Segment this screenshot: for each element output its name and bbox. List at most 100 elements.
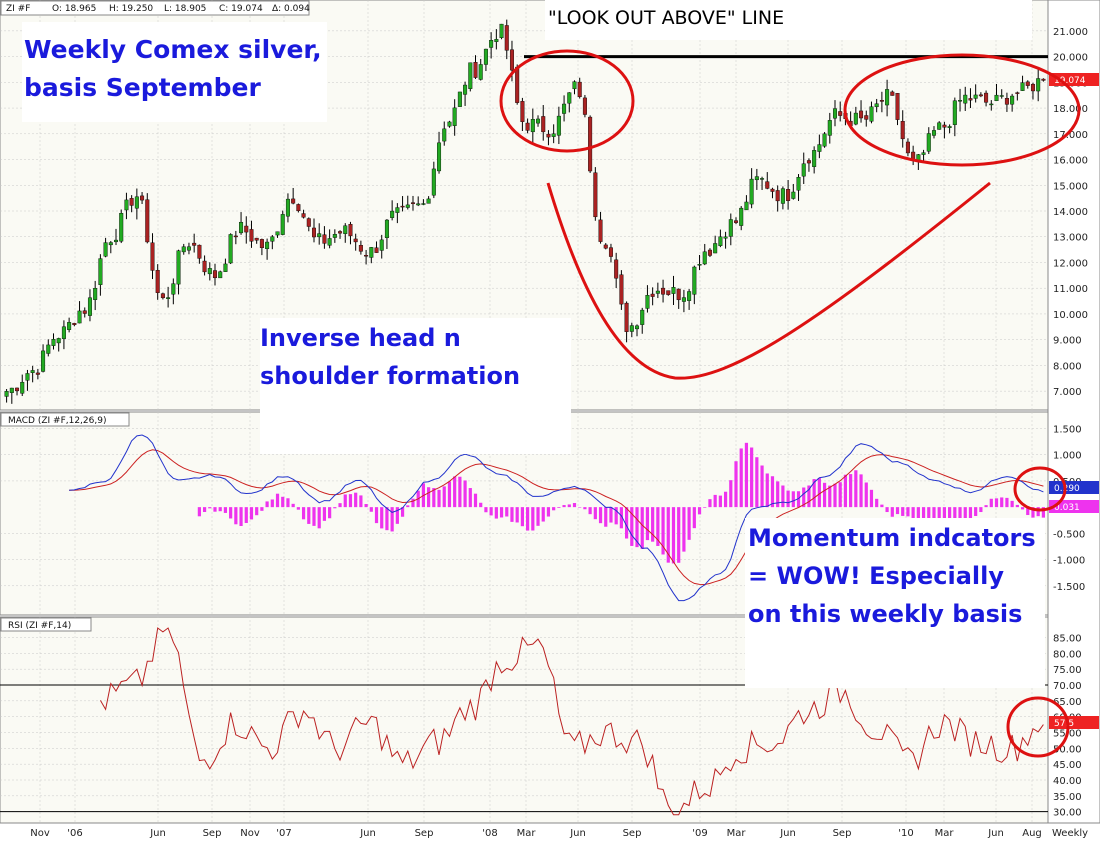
macd-histogram-bar xyxy=(942,507,947,523)
macd-histogram-bar xyxy=(505,507,509,517)
candle-body xyxy=(645,295,650,309)
candle-body xyxy=(832,108,837,119)
candle-body xyxy=(937,122,942,130)
candle-body xyxy=(301,213,306,218)
macd-histogram-bar xyxy=(546,507,551,517)
candle-body xyxy=(525,122,530,131)
candle-body xyxy=(947,126,952,128)
x-tick-label: Jun xyxy=(359,828,376,839)
candle-body xyxy=(671,287,676,294)
macd-histogram-bar xyxy=(291,503,295,508)
ohlc-open: O: 18.965 xyxy=(52,4,96,14)
candle-body xyxy=(390,210,395,218)
candle-body xyxy=(775,190,780,202)
lookout-annotation-box xyxy=(545,0,1032,40)
macd-histogram-bar xyxy=(1005,497,1009,508)
candle-body xyxy=(150,242,155,271)
macd-histogram-bar xyxy=(677,507,681,563)
macd-histogram-bar xyxy=(286,498,290,508)
macd-histogram-bar xyxy=(614,507,618,525)
candle-body xyxy=(338,231,343,234)
macd-histogram-bar xyxy=(583,507,587,510)
candle-body xyxy=(322,234,327,244)
macd-histogram-bar xyxy=(906,507,910,517)
macd-histogram-bar xyxy=(536,507,540,526)
macd-histogram-bar xyxy=(859,474,863,508)
candle-body xyxy=(509,49,514,71)
macd-histogram-bar xyxy=(770,476,775,508)
rsi-tick-label: 35.00 xyxy=(1053,792,1082,803)
candle-body xyxy=(254,237,259,241)
candle-body xyxy=(770,188,775,192)
macd-histogram-bar xyxy=(484,507,488,513)
candle-body xyxy=(478,64,483,80)
candle-body xyxy=(15,387,20,392)
macd-circle xyxy=(1013,466,1067,512)
rsi-tick-label: 50.00 xyxy=(1053,744,1082,755)
candle-body xyxy=(25,373,30,381)
candle-body xyxy=(473,62,478,78)
macd-histogram-bar xyxy=(656,507,660,546)
candle-body xyxy=(369,247,374,258)
candle-body xyxy=(812,150,817,167)
candle-body xyxy=(801,163,806,177)
macd-histogram-bar xyxy=(979,507,983,513)
macd-histogram-bar xyxy=(208,507,212,509)
candle-body xyxy=(681,297,686,302)
candle-body xyxy=(879,100,884,102)
macd-histogram-bar xyxy=(333,507,337,509)
candle-body xyxy=(817,144,822,152)
candle-body xyxy=(202,260,207,273)
macd-histogram-bar xyxy=(239,507,243,527)
candle-body xyxy=(1041,78,1046,81)
momentum-annotation-line3: on this weekly basis xyxy=(748,600,1022,628)
macd-histogram-bar xyxy=(296,507,300,510)
macd-histogram-bar xyxy=(468,488,472,508)
candle-body xyxy=(171,283,176,295)
candle-body xyxy=(213,270,218,279)
macd-histogram-bar xyxy=(1010,500,1014,508)
candle-body xyxy=(744,201,749,211)
price-tick-label: 18.000 xyxy=(1053,104,1088,115)
candle-body xyxy=(353,238,358,243)
ihs-annotation-line2: shoulder formation xyxy=(260,362,520,390)
macd-tag: 0.290 xyxy=(1054,484,1080,494)
candle-body xyxy=(999,95,1004,97)
rsi-tag-bg xyxy=(1049,716,1099,729)
candle-body xyxy=(640,309,645,325)
macd-histogram-bar xyxy=(630,507,634,546)
x-tick-label: '07 xyxy=(276,828,291,839)
candle-body xyxy=(661,287,666,295)
macd-histogram-bar xyxy=(275,493,280,508)
candle-body xyxy=(739,207,744,226)
candle-body xyxy=(416,203,421,206)
candle-body xyxy=(296,204,301,212)
candle-body xyxy=(421,203,426,205)
macd-histogram-bar xyxy=(937,507,941,521)
macd-histogram-bar xyxy=(786,490,790,508)
candle-body xyxy=(650,293,655,297)
candle-body xyxy=(494,39,499,42)
macd-histogram-bar xyxy=(765,473,769,508)
candle-body xyxy=(562,103,567,114)
macd-histogram-bar xyxy=(458,476,462,508)
candle-body xyxy=(410,202,415,205)
macd-histogram-bar xyxy=(494,507,498,519)
rsi-title: RSI (ZI #F,14) xyxy=(8,621,71,631)
macd-histogram-bar xyxy=(849,474,853,508)
candle-body xyxy=(327,238,332,246)
candle-body xyxy=(760,178,765,180)
right-shoulder-circle xyxy=(843,53,1081,167)
macd-histogram-bar xyxy=(927,507,931,526)
candle-body xyxy=(905,141,910,154)
macd-histogram-bar xyxy=(609,507,613,523)
x-tick-label: Mar xyxy=(727,828,747,839)
price-tick-label: 12.000 xyxy=(1053,258,1088,269)
price-tick-label: 8.000 xyxy=(1053,361,1082,372)
candle-body xyxy=(452,107,457,126)
candle-body xyxy=(145,199,150,243)
candle-body xyxy=(348,224,353,237)
candle-body xyxy=(119,213,124,242)
candle-body xyxy=(405,204,410,208)
macd-histogram-bar xyxy=(1036,507,1040,517)
